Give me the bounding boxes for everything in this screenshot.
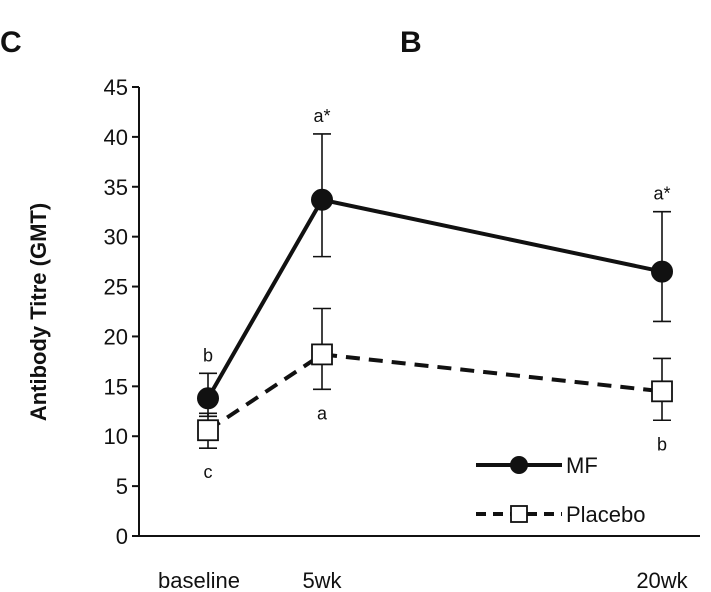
y-tick-label: 5 bbox=[116, 474, 128, 499]
legend-swatch-marker bbox=[510, 505, 528, 523]
legend-swatch-marker bbox=[510, 456, 528, 474]
series-placebo bbox=[197, 307, 673, 449]
y-tick-label: 10 bbox=[104, 424, 128, 449]
y-axis-label: Antibody Titre (GMT) bbox=[26, 203, 51, 421]
significance-label: b bbox=[203, 345, 213, 365]
legend-label: Placebo bbox=[566, 502, 646, 527]
panel-letter-c: C bbox=[0, 26, 22, 59]
axes: 0 5 10 15 20 25 30 35 40 45 baseline 5wk 20wk bbox=[104, 75, 700, 592]
significance-label: a* bbox=[313, 106, 330, 126]
y-tick-label: 20 bbox=[104, 324, 128, 349]
panel-letter-b: B bbox=[400, 26, 422, 59]
data-point bbox=[197, 419, 219, 442]
y-tick-label: 45 bbox=[104, 75, 128, 100]
series-line bbox=[206, 197, 663, 400]
legend-item: Placebo bbox=[476, 502, 646, 527]
significance-label: a* bbox=[653, 184, 670, 204]
data-point bbox=[651, 260, 673, 283]
significance-label: b bbox=[657, 434, 667, 454]
series-mf bbox=[197, 133, 673, 418]
y-tick-label: 40 bbox=[104, 125, 128, 150]
y-tick-label: 30 bbox=[104, 225, 128, 250]
annotation-layer: b a* a* c a b bbox=[203, 106, 671, 482]
legend-label: MF bbox=[566, 453, 598, 478]
significance-label: c bbox=[204, 462, 213, 482]
y-tick-label: 35 bbox=[104, 175, 128, 200]
data-point bbox=[311, 188, 333, 211]
series-layer bbox=[197, 133, 673, 449]
x-tick-label: 20wk bbox=[636, 568, 688, 592]
x-tick-label: 5wk bbox=[302, 568, 342, 592]
data-point bbox=[311, 343, 333, 366]
data-point bbox=[197, 387, 219, 410]
y-tick-label: 25 bbox=[104, 275, 128, 300]
x-tick-label: baseline bbox=[158, 568, 240, 592]
significance-label: a bbox=[317, 403, 328, 423]
legend: MF Placebo bbox=[476, 453, 646, 527]
series-line bbox=[206, 352, 663, 432]
data-point bbox=[651, 380, 673, 403]
y-tick-label: 0 bbox=[116, 524, 128, 549]
legend-item: MF bbox=[476, 453, 598, 478]
y-tick-label: 15 bbox=[104, 374, 128, 399]
